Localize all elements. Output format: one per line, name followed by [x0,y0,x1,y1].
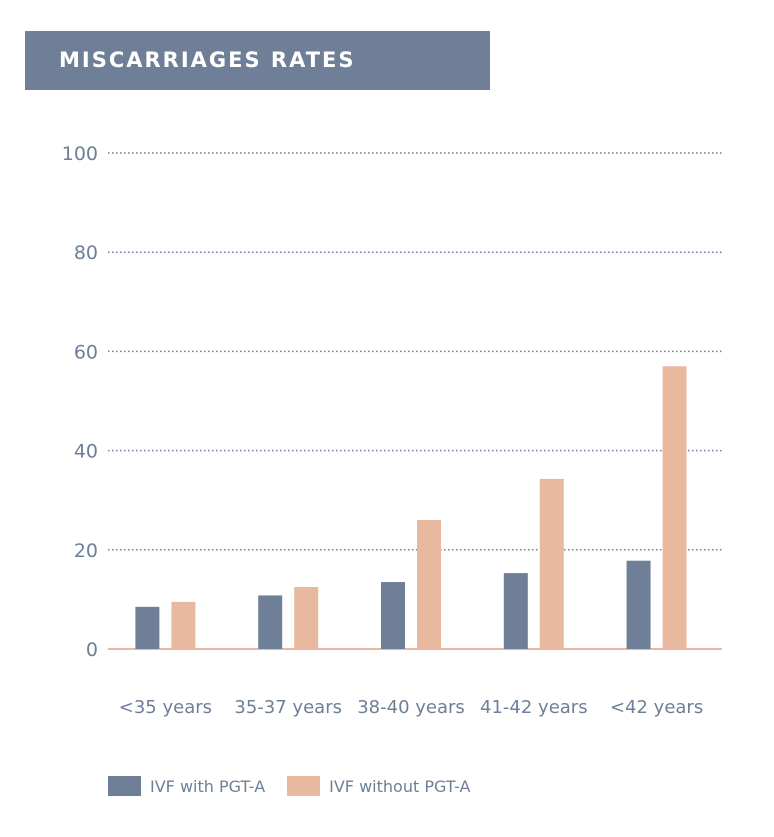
y-tick-label: 0 [86,639,98,661]
bar-with-pgta [258,595,283,649]
legend-label-without: IVF without PGT-A [329,776,471,796]
title-banner: MISCARRIAGES RATES [25,31,490,90]
x-tick-label: <35 years [119,697,212,718]
x-tick-label: <42 years [610,697,703,718]
legend-label-with: IVF with PGT-A [150,776,266,796]
x-tick-label: 41-42 years [480,697,588,718]
legend-item-with: IVF with PGT-A [108,776,265,796]
bar-with-pgta [503,573,528,649]
y-tick-label: 40 [74,441,98,463]
y-tick-label: 20 [74,540,98,562]
legend-item-without: IVF without PGT-A [287,776,470,796]
legend-swatch-with [108,776,141,796]
bar-without-pgta [294,587,319,649]
bar-without-pgta [662,366,687,649]
bar-with-pgta [626,560,651,649]
chart-title: MISCARRIAGES RATES [59,48,356,72]
bar-without-pgta [539,478,564,649]
bar-with-pgta [381,582,405,649]
x-tick-label: 38-40 years [357,697,465,718]
x-tick-label: 35-37 years [234,697,342,718]
y-tick-label: 80 [74,242,98,264]
bar-without-pgta [171,601,196,649]
y-tick-label: 60 [74,341,98,363]
legend: IVF with PGT-A IVF without PGT-A [108,775,492,797]
bar-with-pgta [135,606,160,649]
legend-swatch-without [287,776,321,796]
y-tick-label: 100 [62,143,98,165]
bar-without-pgta [417,520,441,649]
